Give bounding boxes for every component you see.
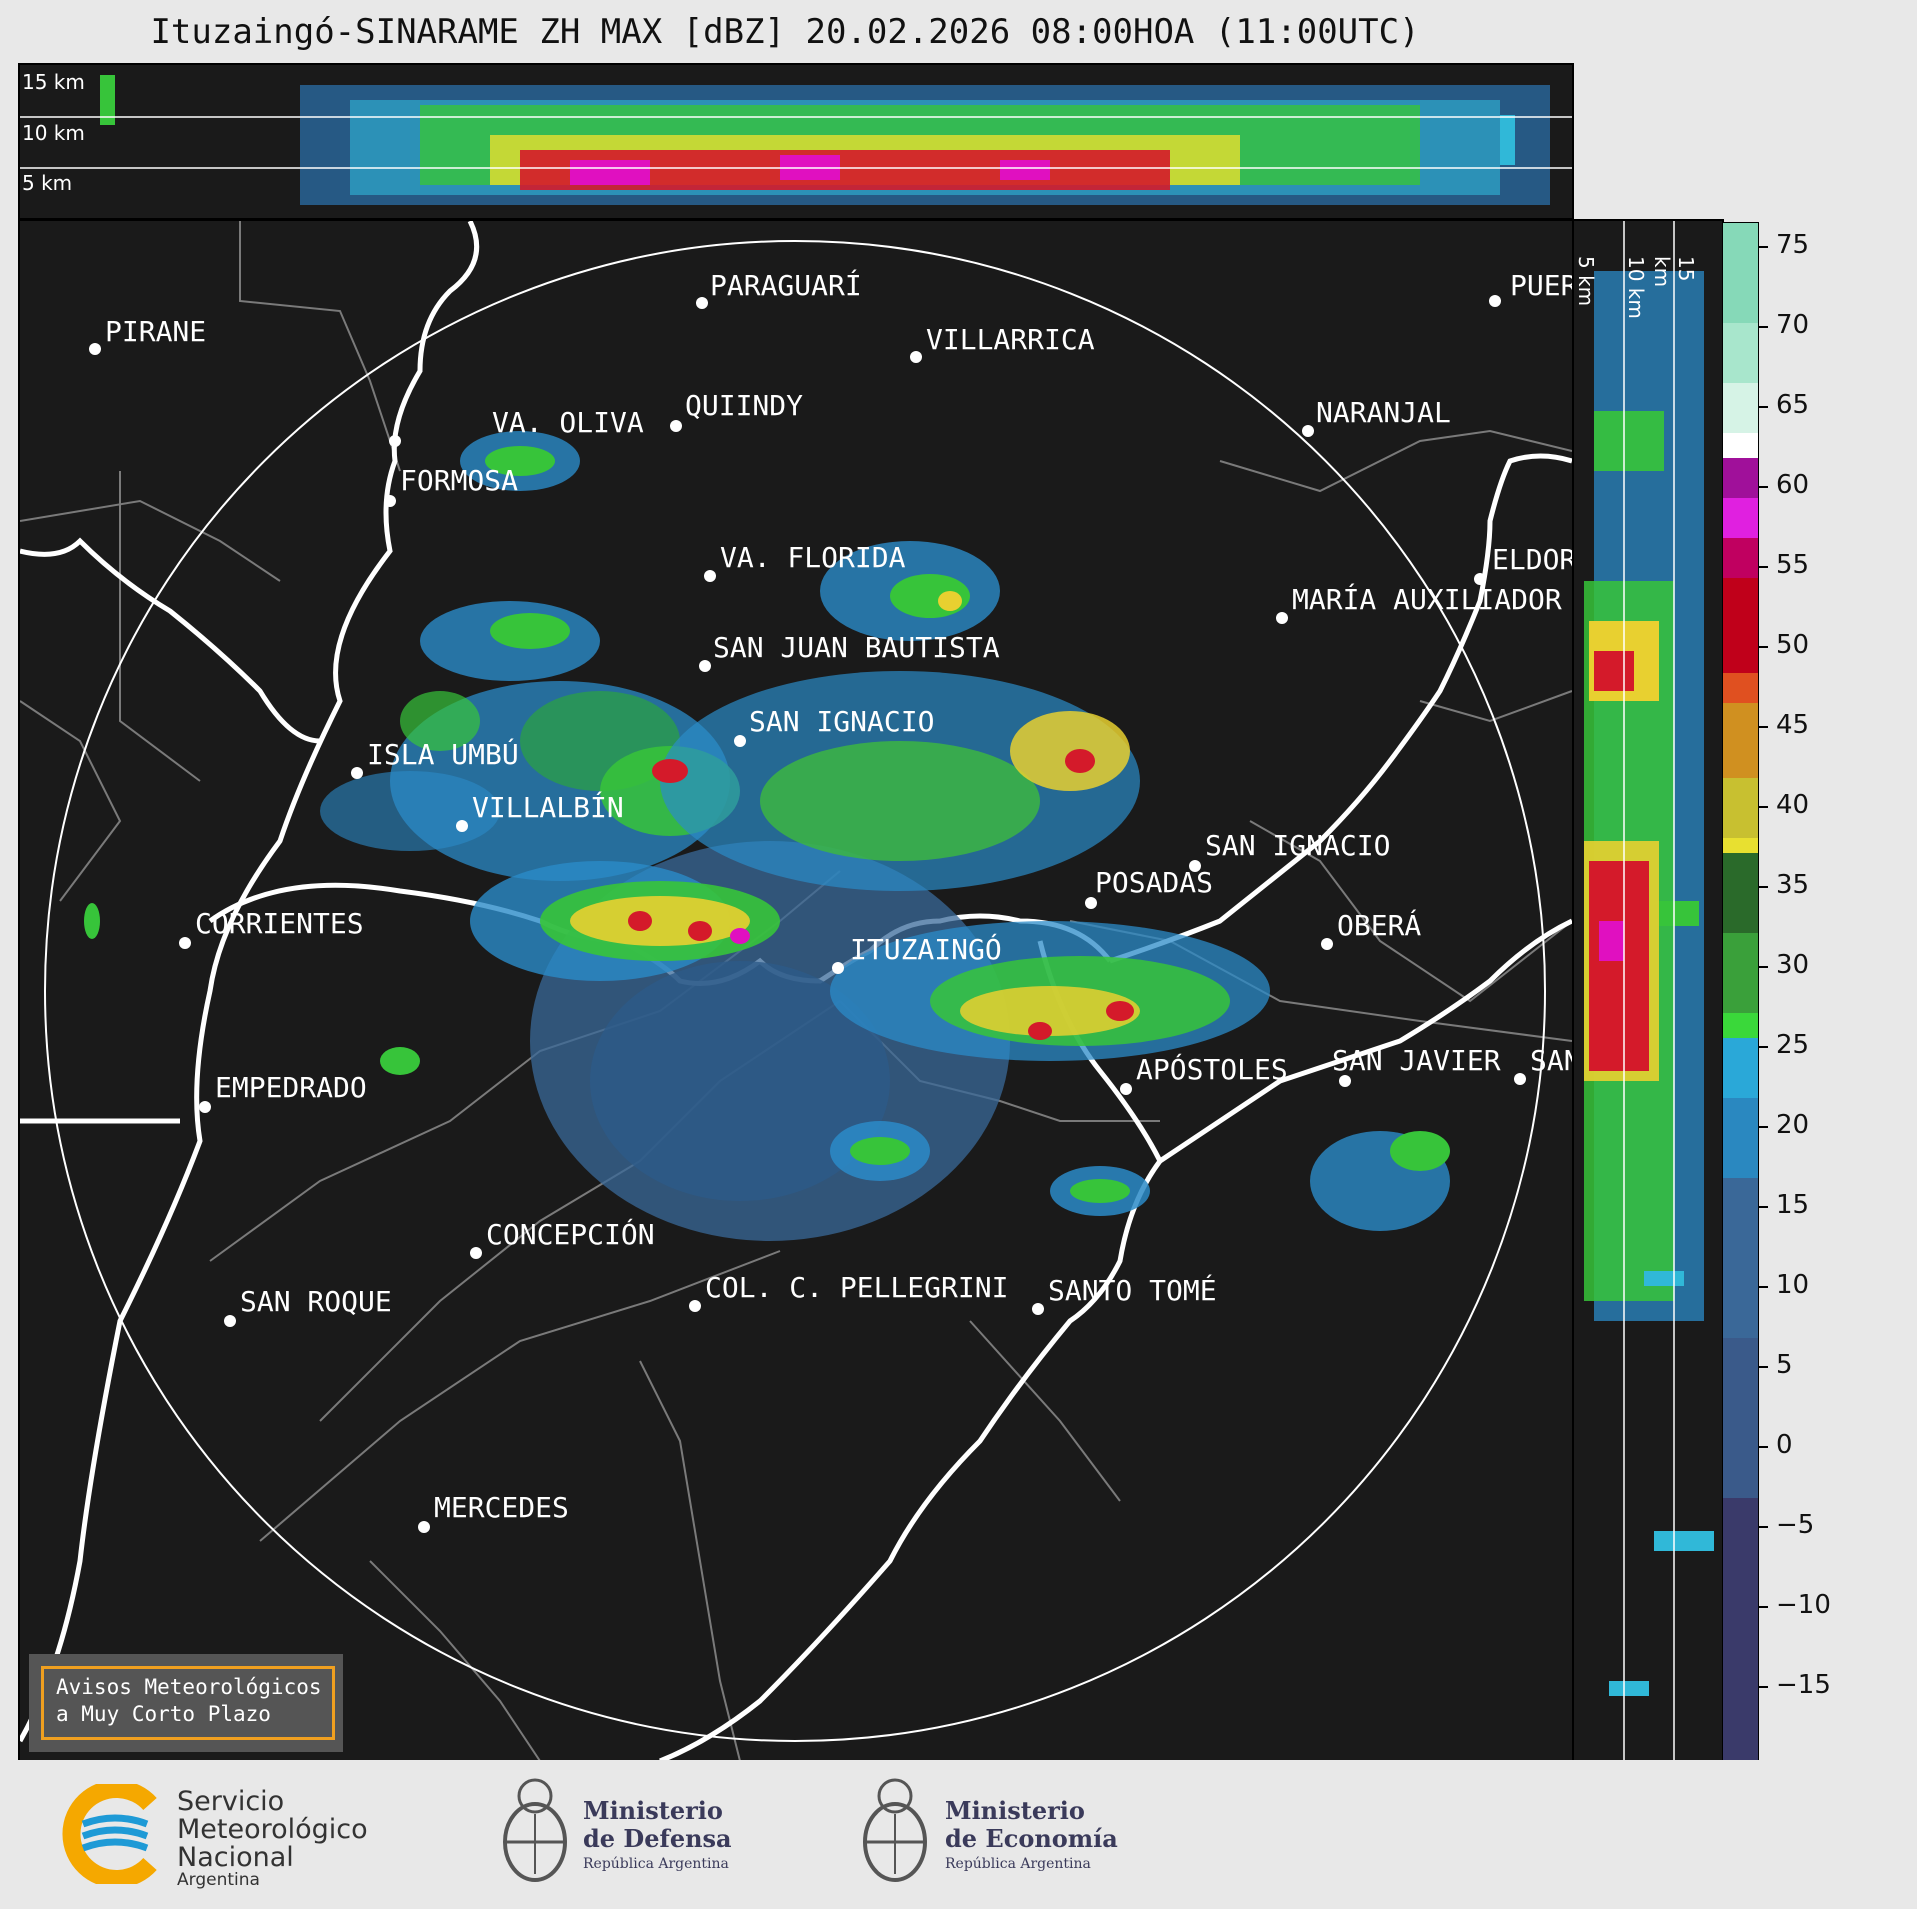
defensa-line-2: de Defensa — [583, 1824, 732, 1853]
side-km-label-15: 15 km — [1650, 256, 1698, 288]
city-label-santo-tome: SANTO TOMÉ — [1048, 1274, 1217, 1307]
footer-logos: Servicio Meteorológico Nacional Argentin… — [0, 1760, 1917, 1909]
top-cross-section: 15 km 10 km 5 km — [18, 63, 1574, 220]
colorbar-tick-minus10: −10 — [1776, 1590, 1831, 1620]
city-label-san-roque: SAN ROQUE — [240, 1285, 392, 1318]
colorbar-tick-25: 25 — [1776, 1030, 1810, 1060]
city-label-eldor: ELDOR — [1492, 543, 1574, 576]
radar-echoes — [84, 431, 1450, 1241]
colorbar-tick-minus15: −15 — [1776, 1670, 1831, 1700]
city-label-naranjal: NARANJAL — [1316, 396, 1451, 429]
map-title: Ituzaingó-SINARAME ZH MAX [dBZ] 20.02.20… — [150, 12, 1420, 52]
city-label-san: SAN — [1530, 1044, 1572, 1077]
side-km-label-10: 10 km — [1624, 256, 1648, 319]
city-label-va-florida: VA. FLORIDA — [720, 541, 906, 574]
side-km-label-5: 5 km — [1574, 256, 1598, 307]
city-label-maria-auxiliador: MARÍA AUXILIADOR — [1292, 583, 1562, 616]
smn-line-1: Servicio — [177, 1786, 285, 1817]
km-label-10: 10 km — [22, 121, 85, 145]
city-label-villarrica: VILLARRICA — [926, 323, 1095, 356]
city-label-paraguari: PARAGUARÍ — [710, 269, 862, 302]
smn-logo: Servicio Meteorológico Nacional Argentin… — [55, 1784, 415, 1890]
colorbar-tick-30: 30 — [1776, 950, 1810, 980]
dbz-colorbar — [1722, 222, 1759, 1762]
colorbar-tick-minus5: −5 — [1776, 1510, 1815, 1540]
city-label-corrientes: CORRIENTES — [195, 907, 364, 940]
colorbar-tick-65: 65 — [1776, 390, 1810, 420]
range-ring — [44, 240, 1546, 1742]
city-label-san-javier: SAN JAVIER — [1332, 1044, 1501, 1077]
city-label-quiindy: QUIINDY — [685, 389, 804, 422]
city-label-mercedes: MERCEDES — [434, 1491, 569, 1524]
city-label-pirane: PIRANE — [105, 315, 207, 348]
economia-line-2: de Economía — [945, 1824, 1118, 1853]
colorbar-tick-15: 15 — [1776, 1190, 1810, 1220]
side-echo-band — [1584, 271, 1714, 1696]
coat-of-arms-icon — [503, 1778, 567, 1882]
colorbar-gradient — [1723, 223, 1758, 1761]
smn-line-3: Nacional — [177, 1842, 294, 1873]
economia-line-3: República Argentina — [945, 1856, 1091, 1872]
colorbar-tick-5: 5 — [1776, 1350, 1793, 1380]
smn-line-2: Meteorológico — [177, 1814, 368, 1845]
notice-line-1: Avisos Meteorológicos — [56, 1675, 322, 1699]
city-label-col-pellegrini: COL. C. PELLEGRINI — [705, 1271, 1009, 1304]
city-label-san-ignacio-ar: SAN IGNACIO — [1205, 829, 1391, 862]
city-label-apostoles: APÓSTOLES — [1136, 1053, 1288, 1086]
smn-line-4: Argentina — [177, 1870, 260, 1890]
notice-line-2: a Muy Corto Plazo — [56, 1702, 271, 1726]
colorbar-tick-10: 10 — [1776, 1270, 1810, 1300]
city-label-villalbin: VILLALBÍN — [472, 791, 624, 824]
colorbar-tick-0: 0 — [1776, 1430, 1793, 1460]
defensa-line-3: República Argentina — [583, 1856, 729, 1872]
colorbar-tick-75: 75 — [1776, 230, 1810, 260]
city-label-empedrado: EMPEDRADO — [215, 1071, 367, 1104]
coat-of-arms-icon — [863, 1778, 927, 1882]
city-label-ituzaingo: ITUZAINGÓ — [850, 933, 1002, 966]
defensa-line-1: Ministerio — [583, 1796, 723, 1825]
colorbar-tick-20: 20 — [1776, 1110, 1810, 1140]
colorbar-tick-70: 70 — [1776, 310, 1810, 340]
city-label-formosa: FORMOSA — [400, 464, 519, 497]
city-label-puer: PUER — [1510, 269, 1574, 302]
city-markers — [89, 295, 1526, 1533]
radar-map: PARAGUARÍ VILLARRICA PIRANE VA. OLIVA QU… — [18, 219, 1574, 1763]
colorbar-tick-35: 35 — [1776, 870, 1810, 900]
economia-line-1: Ministerio — [945, 1796, 1085, 1825]
colorbar-tick-50: 50 — [1776, 630, 1810, 660]
city-label-obera: OBERÁ — [1337, 909, 1422, 942]
city-label-posadas: POSADAS — [1095, 866, 1214, 899]
km-label-15: 15 km — [22, 70, 85, 94]
city-label-san-juan-bautista: SAN JUAN BAUTISTA — [713, 631, 1000, 664]
city-label-va-oliva: VA. OLIVA — [492, 406, 644, 439]
side-cross-section: 5 km 10 km 15 km — [1572, 219, 1724, 1763]
colorbar-tick-55: 55 — [1776, 550, 1810, 580]
top-echo-band — [100, 75, 1550, 205]
smn-logo-icon — [62, 1784, 157, 1884]
colorbar-tick-40: 40 — [1776, 790, 1810, 820]
colorbar-tick-60: 60 — [1776, 470, 1810, 500]
km-label-5: 5 km — [22, 171, 73, 195]
city-label-isla-umbu: ISLA UMBÚ — [367, 738, 519, 771]
defensa-logo: Ministerio de Defensa República Argentin… — [495, 1774, 755, 1899]
city-label-concepcion: CONCEPCIÓN — [486, 1218, 655, 1251]
city-label-san-ignacio-py: SAN IGNACIO — [749, 705, 935, 738]
economia-logo: Ministerio de Economía República Argenti… — [855, 1774, 1135, 1899]
colorbar-tick-45: 45 — [1776, 710, 1810, 740]
notice-box: Avisos Meteorológicos a Muy Corto Plazo — [29, 1654, 343, 1752]
